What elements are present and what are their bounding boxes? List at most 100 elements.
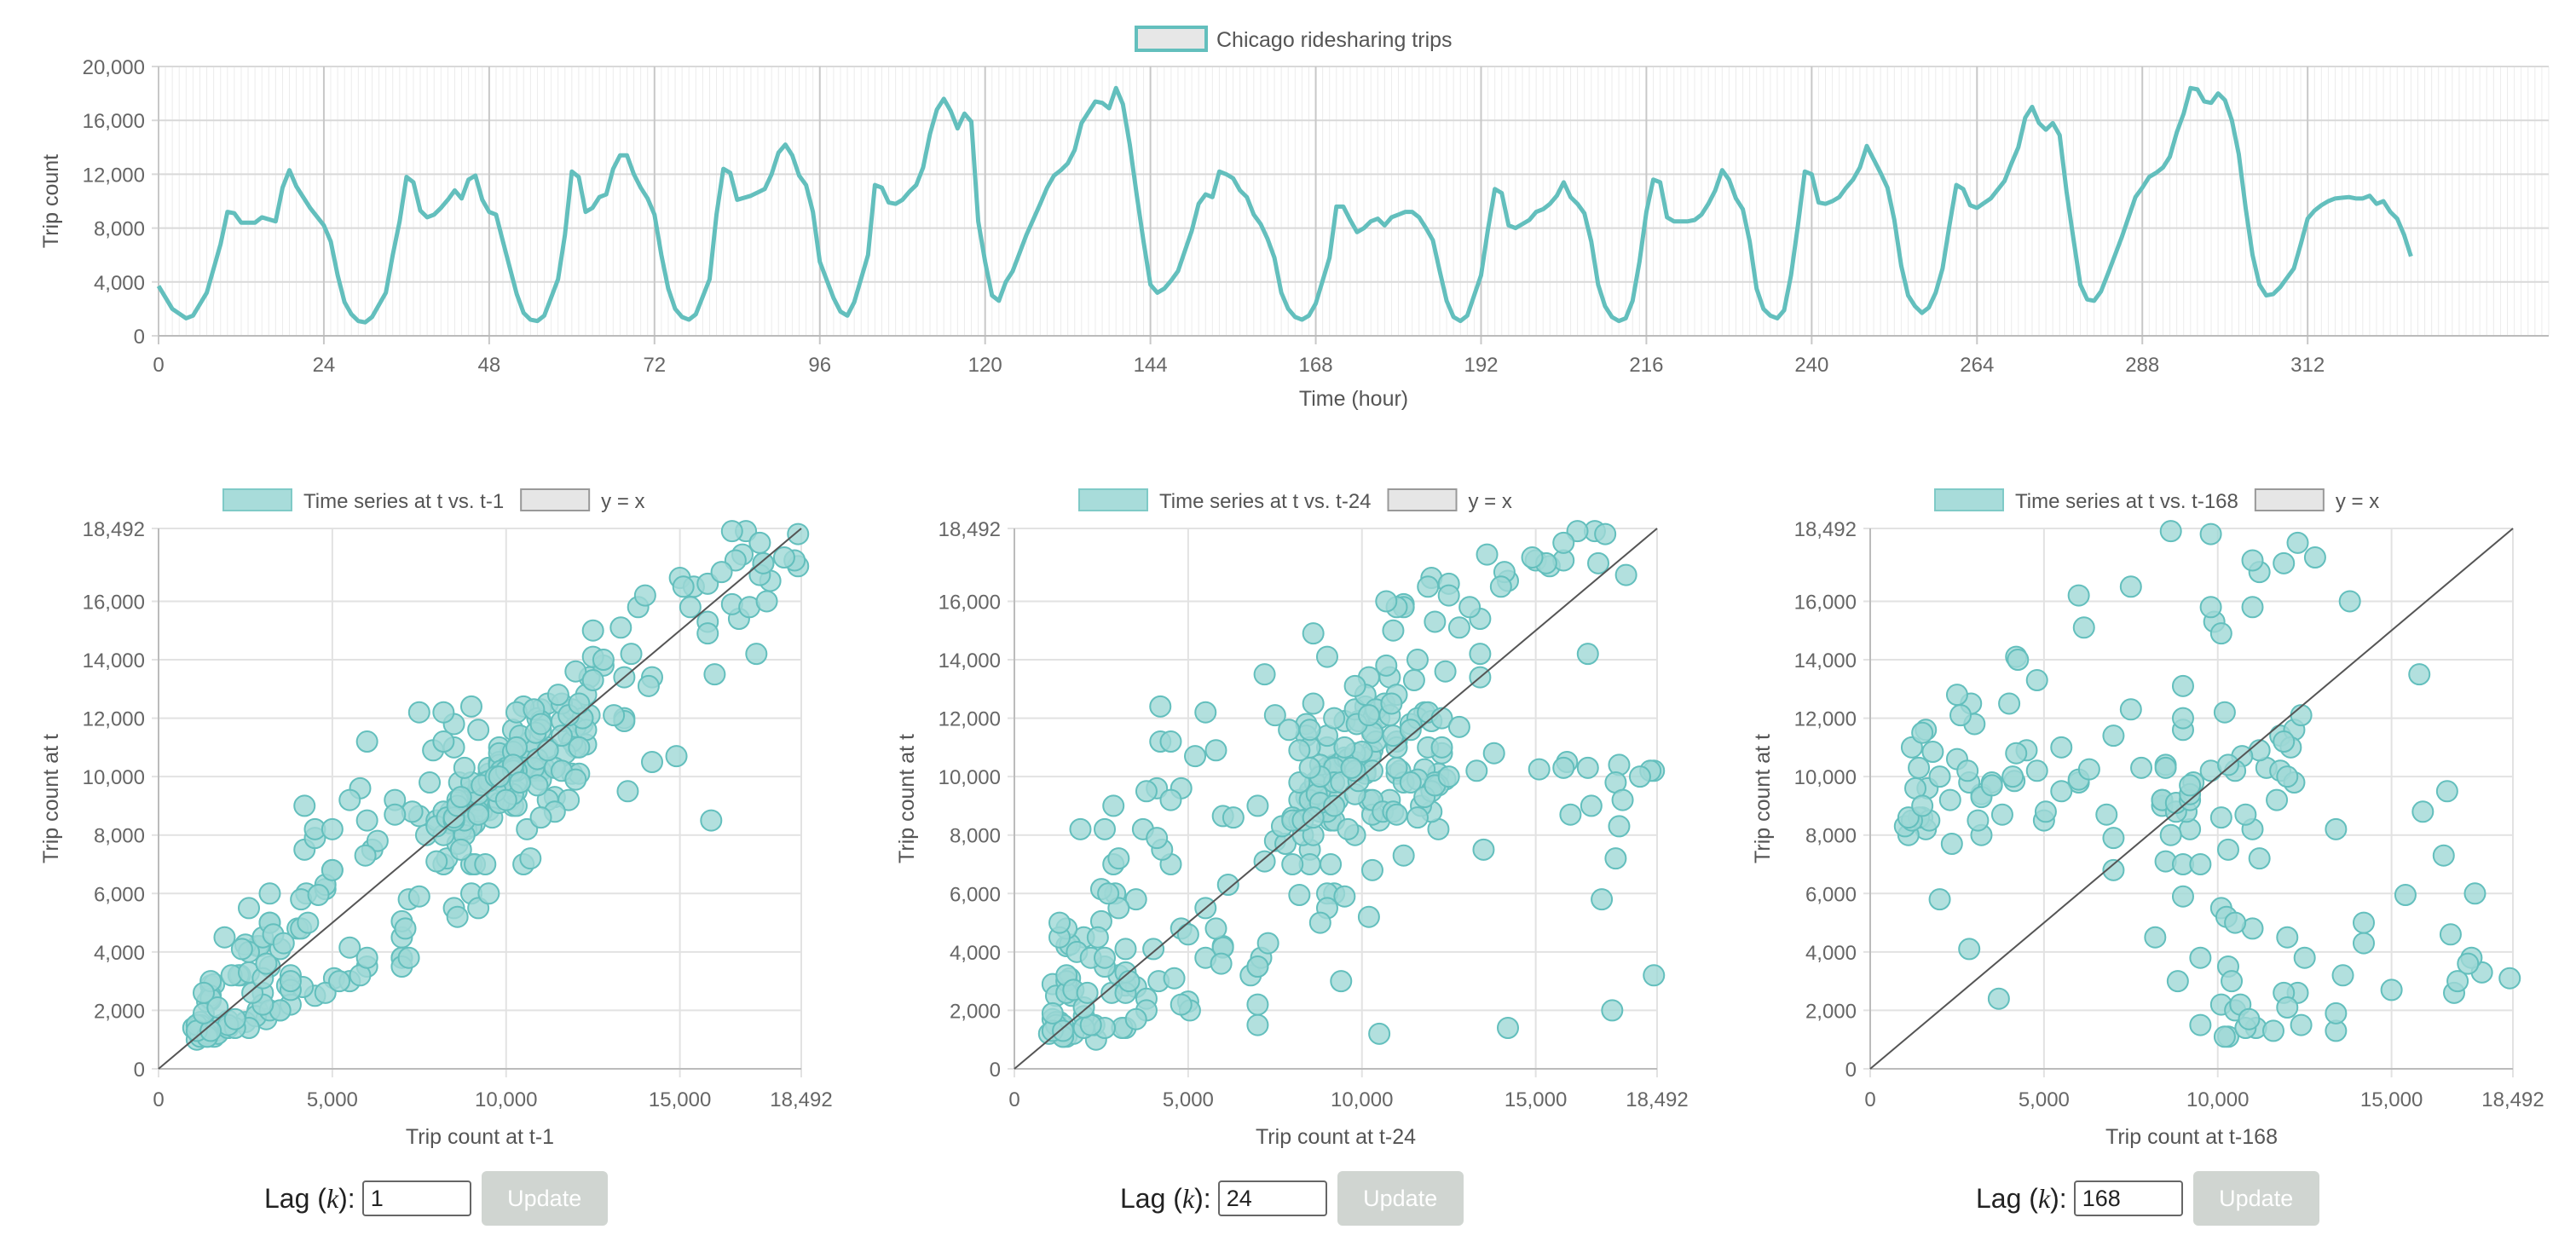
scatter-point <box>679 596 702 619</box>
legend-swatch-identity <box>520 488 591 511</box>
scatter-point <box>1990 803 2013 826</box>
scatter-point <box>1424 610 1447 633</box>
lag-input[interactable] <box>361 1180 471 1216</box>
lag-input[interactable] <box>1217 1180 1327 1216</box>
scatter-point <box>1041 1001 1064 1025</box>
scatter-point <box>338 788 361 811</box>
scatter-point <box>2034 800 2057 823</box>
legend-label-identity: y = x <box>2336 490 2379 513</box>
scatter-point <box>1194 701 1217 724</box>
lag-input[interactable] <box>2073 1180 2183 1216</box>
scatter-point <box>1949 704 1972 727</box>
scatter-point <box>2119 698 2142 721</box>
scatter-point <box>772 546 795 569</box>
x-tick-label: 144 <box>1134 354 1168 377</box>
scatter-point <box>258 882 281 905</box>
scatter-point <box>238 897 261 920</box>
scatter-point <box>1337 817 1360 840</box>
scatter-point <box>529 713 552 736</box>
scatter-point <box>230 938 253 961</box>
y-tick-label: 18,492 <box>83 518 145 541</box>
update-button[interactable]: Update <box>481 1171 608 1226</box>
scatter-point <box>1380 692 1403 715</box>
x-tick-label: 18,492 <box>770 1088 832 1111</box>
y-tick-label: 0 <box>1845 1059 1857 1082</box>
scatter-point <box>1340 756 1363 779</box>
y-tick-label: 6,000 <box>94 883 145 906</box>
legend-swatch-series <box>222 488 292 511</box>
x-tick-label: 240 <box>1794 354 1828 377</box>
scatter-point <box>2408 663 2431 686</box>
scatter-point <box>1323 707 1346 730</box>
scatter-point <box>2432 844 2455 867</box>
y-tick-label: 6,000 <box>950 883 1001 906</box>
scatter-point <box>1911 794 1934 817</box>
scatter-point <box>2439 923 2462 946</box>
legend-swatch-identity <box>2254 488 2325 511</box>
series-line <box>156 85 2413 325</box>
scatter-point <box>710 561 733 584</box>
scatter-point <box>1911 721 1934 744</box>
scatter-point <box>2411 800 2434 823</box>
scatter-point <box>1052 1019 1075 1042</box>
scatter-point <box>1256 932 1279 955</box>
y-tick-label: 16,000 <box>83 110 145 133</box>
scatter-point <box>1288 739 1311 762</box>
scatter-point <box>2119 575 2142 598</box>
scatter-point <box>1980 774 2003 797</box>
scatter-point <box>2331 964 2354 987</box>
legend-swatch-series <box>1078 488 1148 511</box>
scatter-point <box>1528 758 1551 781</box>
scatter-point <box>1320 853 1343 875</box>
scatter-point <box>1576 756 1599 779</box>
scatter-point <box>2154 756 2177 779</box>
scatter-point <box>1385 756 1408 779</box>
scatter-point <box>1146 827 1169 850</box>
x-tick-label: 48 <box>478 354 501 377</box>
scatter-point <box>293 794 316 817</box>
scatter-point <box>2286 531 2309 554</box>
y-tick-label: 2,000 <box>950 1000 1001 1023</box>
scatter-point <box>397 946 420 969</box>
scatter-point <box>2189 946 2212 969</box>
scatter-point <box>1392 844 1415 867</box>
x-tick-label: 15,000 <box>649 1088 711 1111</box>
identity-line <box>1014 528 1658 1070</box>
scatter-point <box>2025 759 2048 782</box>
scatter-point <box>564 768 587 791</box>
scatter-point <box>2276 765 2299 788</box>
scatter-point <box>2050 780 2073 803</box>
scatter-point <box>1382 619 1405 642</box>
scatter-point <box>2166 970 2189 993</box>
scatter-point <box>1472 838 1495 861</box>
scatter-point <box>2179 774 2202 797</box>
x-tick-label: 15,000 <box>2360 1088 2423 1111</box>
scatter-point <box>321 858 344 881</box>
scatter-point <box>592 649 615 672</box>
scatter-point <box>2446 970 2469 993</box>
scatter-point <box>2325 1001 2348 1025</box>
x-tick-label: 216 <box>1629 354 1663 377</box>
x-tick-label: 264 <box>1960 354 1994 377</box>
scatter-point <box>2234 803 2257 826</box>
legend-label-series: Time series at t vs. t-24 <box>1159 490 1372 513</box>
update-button[interactable]: Update <box>1337 1171 1464 1226</box>
legend-swatch-identity <box>1387 488 1458 511</box>
scatter-point <box>1940 833 1963 855</box>
x-tick-label: 120 <box>968 354 1002 377</box>
y-tick-label: 16,000 <box>83 591 145 614</box>
y-tick-label: 8,000 <box>94 825 145 848</box>
scatter-point <box>1253 663 1276 686</box>
scatter-point <box>1908 756 1931 779</box>
scatter-point <box>1288 884 1311 906</box>
scatter-point <box>2457 952 2480 975</box>
update-button[interactable]: Update <box>2192 1171 2319 1226</box>
scatter-point <box>1315 645 1338 668</box>
scatter-point <box>1521 546 1544 569</box>
scatter-point <box>432 730 455 753</box>
x-tick-label: 18,492 <box>2481 1088 2544 1111</box>
scatter-point <box>1928 765 1951 788</box>
x-axis-title: Trip count at t-24 <box>1256 1125 1416 1149</box>
scatter-point <box>2435 780 2458 803</box>
lag-24-scatter-chart: 0 2,000 4,000 6,000 8,000 10,000 12,000 14,000 1… <box>895 488 1689 1149</box>
